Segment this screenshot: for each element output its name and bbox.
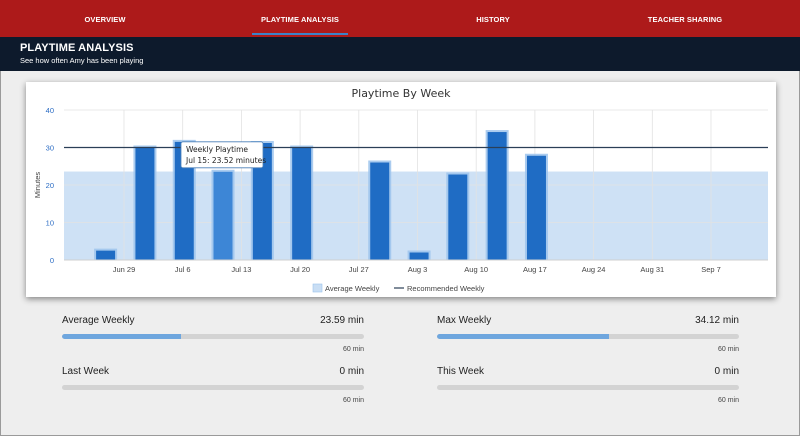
bar: [96, 250, 116, 260]
tooltip-body: Jul 15: 23.52 minutes: [185, 156, 266, 165]
stat-max-max-weekly: 60 min: [717, 346, 739, 353]
x-tick-label: Jul 27: [349, 265, 369, 274]
active-tab-indicator: [252, 33, 348, 35]
stat-max-this-week: 60 min: [717, 397, 739, 404]
progress-fill-max-weekly: [437, 334, 609, 339]
bar: [409, 252, 429, 260]
bar: [448, 174, 468, 260]
progress-max-weekly: [437, 334, 739, 339]
stat-max-average-weekly: 60 min: [342, 346, 364, 353]
stat-label-last-week: Last Week: [62, 366, 110, 377]
progress-fill-average-weekly: [62, 334, 181, 339]
legend-average-swatch: [312, 283, 323, 293]
y-tick-label: 20: [46, 181, 54, 190]
x-tick-label: Aug 17: [523, 265, 547, 274]
x-tick-label: Aug 24: [582, 265, 606, 274]
x-tick-label: Jul 6: [175, 265, 191, 274]
page-header: [0, 37, 800, 71]
x-tick-label: Aug 3: [408, 265, 428, 274]
y-tick-label: 0: [50, 256, 54, 265]
x-tick-label: Jun 29: [113, 265, 136, 274]
bar: [174, 141, 194, 260]
x-tick-label: Sep 7: [701, 265, 721, 274]
page-title: PLAYTIME ANALYSIS: [20, 42, 134, 54]
y-tick-label: 10: [46, 219, 54, 228]
tab-history[interactable]: HISTORY: [476, 15, 510, 24]
stat-value-max-weekly: 34.12 min: [695, 315, 739, 326]
stat-value-average-weekly: 23.59 min: [320, 315, 364, 326]
stat-label-average-weekly: Average Weekly: [62, 315, 135, 326]
page-subtitle: See how often Amy has been playing: [20, 56, 144, 65]
x-tick-label: Jul 13: [231, 265, 251, 274]
x-tick-label: Aug 10: [464, 265, 488, 274]
legend-average-label: Average Weekly: [325, 284, 380, 293]
tab-playtime-analysis[interactable]: PLAYTIME ANALYSIS: [261, 15, 339, 24]
stat-max-last-week: 60 min: [342, 397, 364, 404]
y-tick-label: 30: [46, 144, 54, 153]
tab-overview[interactable]: OVERVIEW: [84, 15, 126, 24]
progress-this-week: [437, 385, 739, 390]
tooltip-box: [180, 141, 264, 169]
top-nav: OVERVIEW PLAYTIME ANALYSIS HISTORY TEACH…: [0, 0, 800, 37]
chart-title: Playtime By Week: [351, 87, 451, 100]
stat-value-this-week: 0 min: [714, 366, 739, 377]
progress-average-weekly: [62, 334, 364, 339]
stat-label-max-weekly: Max Weekly: [437, 315, 492, 326]
y-axis-label: Minutes: [33, 172, 42, 199]
bar: [135, 147, 155, 260]
stat-label-this-week: This Week: [437, 366, 485, 377]
bar: [213, 171, 233, 260]
stat-value-last-week: 0 min: [339, 366, 364, 377]
legend-recommended-label: Recommended Weekly: [407, 284, 485, 293]
progress-last-week: [62, 385, 364, 390]
x-tick-label: Jul 20: [290, 265, 310, 274]
tab-teacher-sharing[interactable]: TEACHER SHARING: [647, 15, 723, 24]
y-tick-label: 40: [46, 106, 54, 115]
tooltip-title: Weekly Playtime: [186, 145, 248, 154]
bar: [252, 143, 272, 260]
bar: [292, 147, 312, 260]
x-tick-label: Aug 31: [640, 265, 664, 274]
playtime-chart: 0 10 20 30 40 Jun 29 Jul 6 Jul 13 Jul 20 Jul 27 Au…: [33, 106, 768, 293]
bar: [526, 155, 546, 260]
bar: [487, 132, 507, 260]
bar: [370, 162, 390, 260]
